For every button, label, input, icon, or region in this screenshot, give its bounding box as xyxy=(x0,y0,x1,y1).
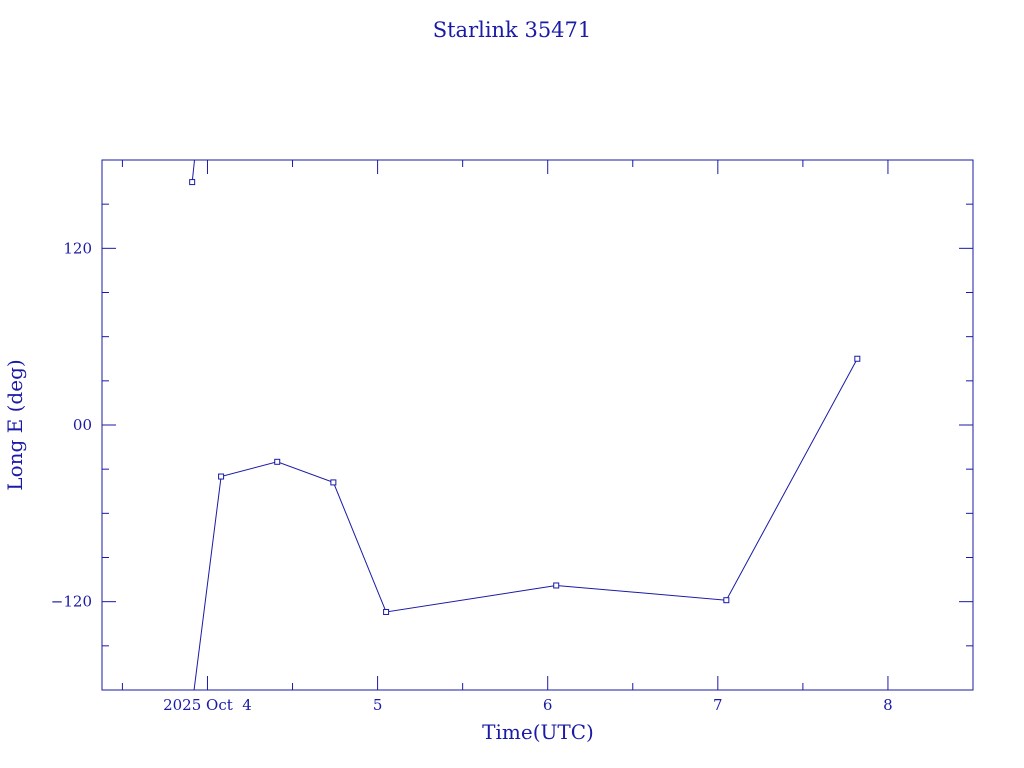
series-line xyxy=(191,160,196,183)
data-point xyxy=(330,479,337,486)
data-point xyxy=(274,458,281,465)
plot-frame xyxy=(101,159,974,691)
y-tick-label: 120 xyxy=(63,239,92,257)
x-axis-label: Time(UTC) xyxy=(482,720,594,744)
data-markers xyxy=(189,179,861,615)
data-point xyxy=(553,582,560,589)
x-tick-label: 5 xyxy=(373,696,383,714)
data-point xyxy=(383,608,390,615)
axis-ticks xyxy=(102,159,974,691)
series-line xyxy=(193,358,858,690)
data-point xyxy=(854,355,861,362)
x-tick-label: 6 xyxy=(543,696,553,714)
data-point xyxy=(189,179,196,186)
x-tick-label: 8 xyxy=(883,696,893,714)
data-point xyxy=(218,473,225,480)
y-tick-label: −120 xyxy=(51,593,92,611)
tick-labels: 2025 Oct 4 5 6 7 8 120 00 −120 xyxy=(51,239,893,714)
series-track xyxy=(191,160,858,690)
x-tick-label: 2025 Oct 4 xyxy=(163,696,252,714)
y-axis-label: Long E (deg) xyxy=(3,359,27,490)
chart-title: Starlink 35471 xyxy=(433,18,592,42)
data-point xyxy=(723,597,730,604)
x-tick-label: 7 xyxy=(713,696,723,714)
y-tick-label: 00 xyxy=(73,416,92,434)
